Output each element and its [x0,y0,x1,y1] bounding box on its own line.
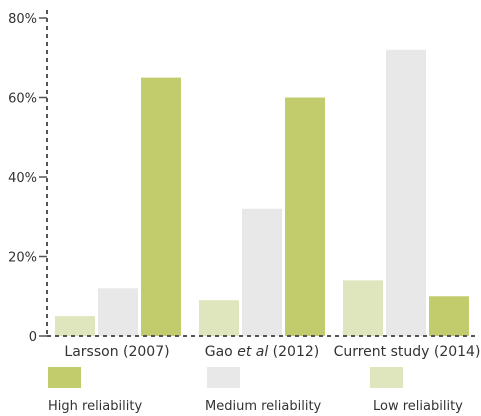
bar-3-series-2 [386,49,426,337]
legend-label-2: Medium reliability [205,399,322,414]
y-ticks-group: 0 20% 40% 60% 80% [8,12,47,345]
y-tick-label-4: 60% [8,92,37,107]
bar-1-series-1 [55,316,95,336]
bar-2-series-3 [285,97,325,336]
x-category-label-3: Current study (2014) [334,344,481,360]
y-tick-label-1: 0 [29,330,37,345]
bar-1-series-2 [98,288,138,336]
legend: High reliability Medium reliability Low re… [48,367,463,414]
axes-group [46,10,479,337]
y-tick-label-2: 20% [8,251,37,266]
bar-1-series-3 [141,77,181,336]
bar-2-series-2 [242,208,282,336]
y-tick-label-5: 80% [8,12,37,27]
x-category-label-2: Gao et al (2012) [205,344,320,360]
legend-label-3: Low reliability [373,399,463,414]
legend-swatch-3 [370,367,403,388]
legend-swatch-2 [207,367,240,388]
legend-swatch-1 [48,367,81,388]
legend-label-1: High reliability [48,399,142,414]
x-categories-group: Larsson (2007) Gao et al (2012) Current st… [64,344,480,360]
bar-3-series-3 [429,296,469,336]
bar-3-series-1 [343,280,383,336]
y-tick-label-3: 40% [8,171,37,186]
x-category-label-1: Larsson (2007) [64,344,169,360]
bar-2-series-1 [199,300,239,336]
bars-group [55,49,469,337]
